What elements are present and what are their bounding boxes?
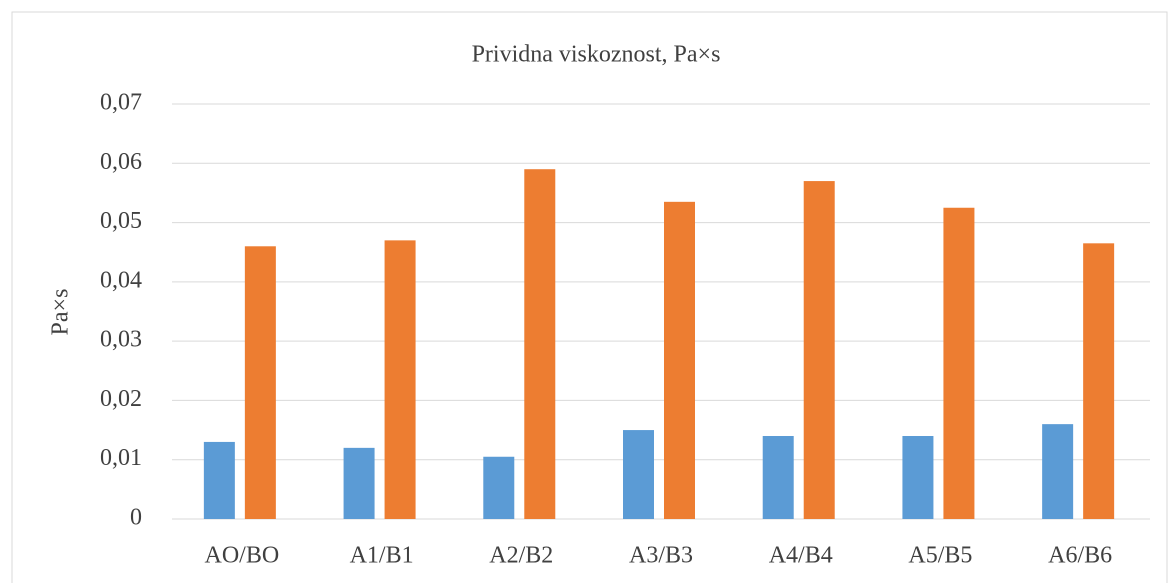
y-tick-label: 0,01	[100, 445, 142, 471]
chart-title: Prividna viskoznost, Pa×s	[472, 42, 721, 68]
x-tick-label: A2/B2	[489, 543, 553, 569]
y-tick-label: 0,06	[100, 149, 142, 175]
x-tick-label: A6/B6	[1048, 543, 1112, 569]
bar	[244, 246, 276, 520]
y-tick-label: 0,02	[100, 386, 142, 412]
bar	[943, 207, 975, 519]
bar	[1083, 243, 1115, 520]
y-tick-label: 0,03	[100, 327, 142, 353]
bar	[343, 447, 375, 519]
bar	[384, 240, 416, 519]
y-tick-label: 0,07	[100, 90, 142, 116]
x-tick-label: AO/BO	[205, 543, 280, 569]
chart-border	[11, 11, 1168, 583]
bar	[803, 181, 835, 520]
bar	[902, 436, 934, 519]
bar	[483, 456, 515, 519]
y-tick-label: 0,05	[100, 208, 142, 234]
bar	[524, 169, 556, 519]
bar	[1042, 424, 1074, 519]
y-tick-label: 0,04	[100, 267, 142, 293]
bar	[664, 201, 695, 520]
x-tick-label: A1/B1	[350, 543, 414, 569]
y-axis-label: Pa×s	[48, 289, 74, 336]
bar	[623, 430, 654, 519]
x-tick-label: A4/B4	[769, 543, 833, 569]
x-tick-label: A5/B5	[908, 543, 972, 569]
x-tick-label: A3/B3	[629, 543, 693, 569]
y-tick-label: 0	[130, 505, 142, 531]
bar	[203, 441, 235, 519]
bar	[762, 436, 794, 519]
